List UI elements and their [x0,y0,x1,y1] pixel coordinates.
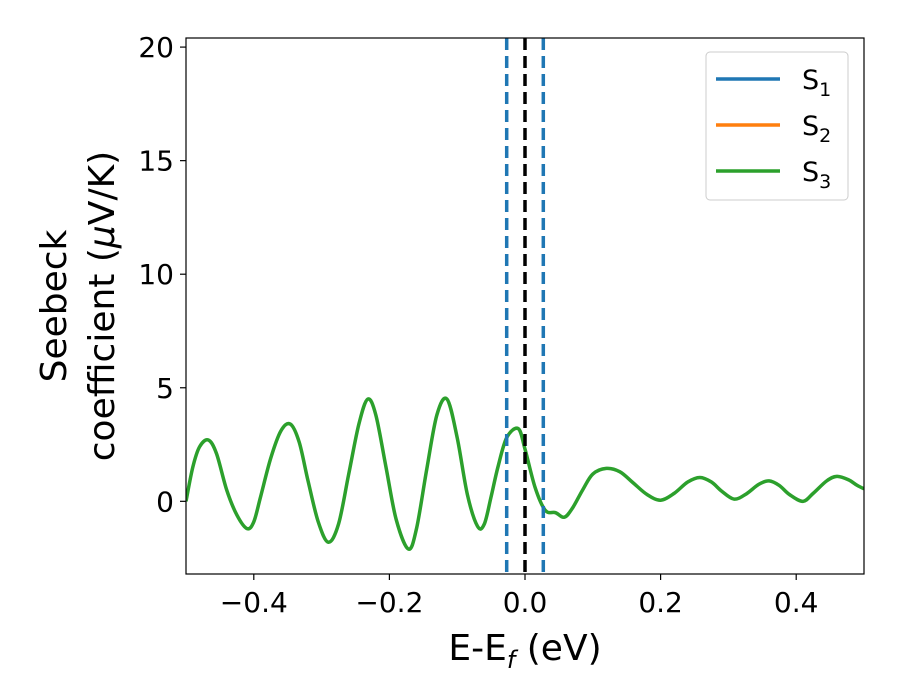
y-tick-label: 0 [156,485,174,518]
y-tick-label: 20 [138,31,174,64]
x-tick-label: 0.0 [503,586,548,619]
plot-area [186,38,864,574]
x-tick-label: −0.2 [355,586,423,619]
y-tick-label: 15 [138,145,174,178]
legend-label-2: S2 [802,111,831,147]
y-axis-label-line1: Seebeck [34,229,75,382]
legend-label-1: S1 [802,65,831,101]
legend: S1 S2 S3 [705,51,849,201]
y-tick-label: 10 [138,258,174,291]
legend-label-3: S3 [802,157,831,193]
y-axis: 0 5 10 15 20 [138,31,186,518]
x-axis: −0.4 −0.2 0.0 0.2 0.4 [220,574,819,619]
x-tick-label: 0.2 [638,586,683,619]
x-axis-label: E-Ef (eV) [448,628,601,674]
y-axis-label-line2: coefficient (μV/K) [82,151,123,461]
x-tick-label: −0.4 [220,586,288,619]
series-line-1 [186,396,864,551]
y-tick-label: 5 [156,372,174,405]
x-tick-label: 0.4 [774,586,819,619]
